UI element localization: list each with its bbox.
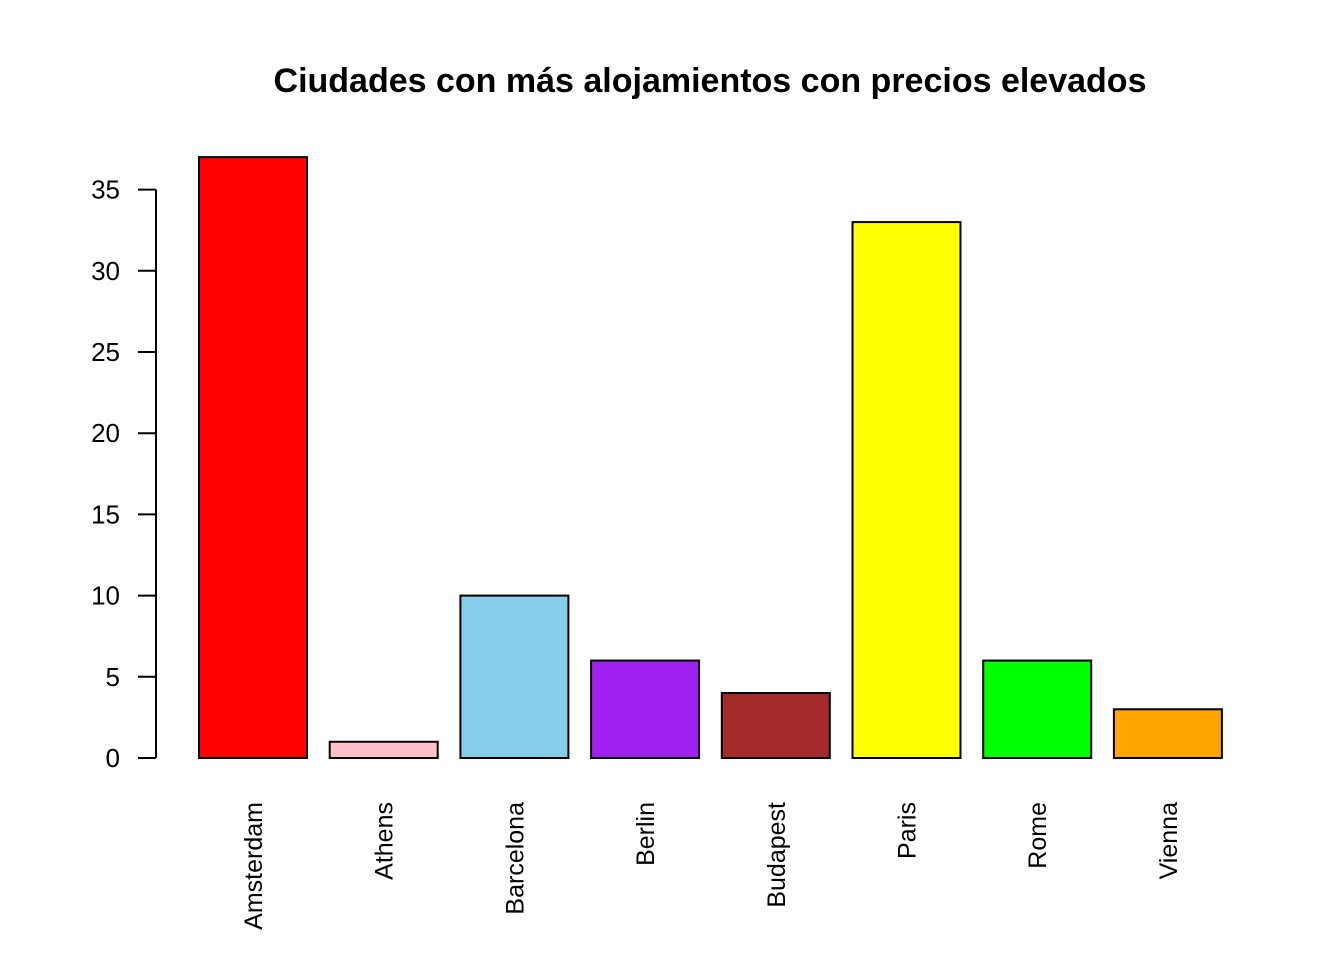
bar-athens — [330, 742, 438, 758]
y-tick-label: 0 — [106, 743, 120, 773]
y-tick-label: 20 — [91, 418, 120, 448]
x-tick-label-rome: Rome — [1024, 802, 1052, 869]
bar-paris — [853, 222, 961, 758]
x-tick-label-barcelona: Barcelona — [501, 802, 529, 915]
x-tick-label-vienna: Vienna — [1155, 802, 1183, 879]
bar-vienna — [1114, 709, 1222, 758]
y-tick-label: 25 — [91, 337, 120, 367]
chart-title: Ciudades con más alojamientos con precio… — [274, 62, 1147, 100]
bar-rome — [983, 661, 1091, 758]
x-tick-label-budapest: Budapest — [763, 802, 791, 908]
y-tick-label: 30 — [91, 256, 120, 286]
y-tick-label: 5 — [106, 662, 120, 692]
x-tick-label-athens: Athens — [371, 802, 399, 880]
y-tick-label: 35 — [91, 175, 120, 205]
y-tick-label: 10 — [91, 581, 120, 611]
y-axis: 0 5 10 15 20 25 30 35 — [91, 175, 156, 773]
x-tick-label-paris: Paris — [894, 802, 922, 859]
bar-budapest — [722, 693, 830, 758]
x-tick-label-berlin: Berlin — [632, 802, 660, 866]
x-axis-labels: Amsterdam Athens Barcelona Berlin Budapest Pa… — [240, 802, 1183, 930]
bar-amsterdam — [199, 157, 307, 758]
bar-berlin — [591, 661, 699, 758]
y-tick-label: 15 — [91, 499, 120, 529]
bars-group — [199, 157, 1222, 758]
x-tick-label-amsterdam: Amsterdam — [240, 802, 268, 930]
bar-barcelona — [460, 596, 568, 758]
